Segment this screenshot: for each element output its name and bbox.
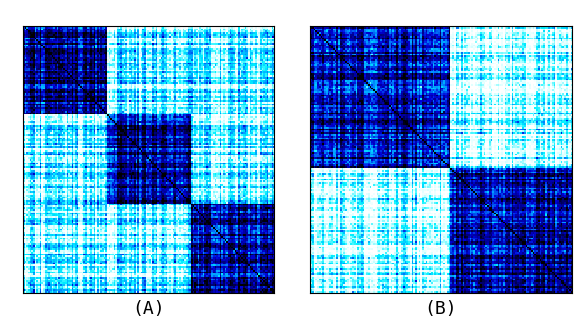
X-axis label: (A): (A) <box>133 300 165 319</box>
X-axis label: (B): (B) <box>425 300 457 319</box>
